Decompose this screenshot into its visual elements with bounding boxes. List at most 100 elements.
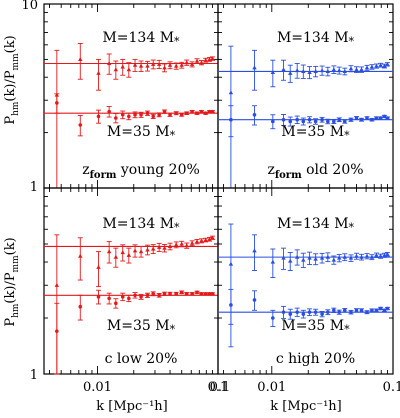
data-point xyxy=(210,56,215,61)
data-point xyxy=(190,109,194,114)
data-point xyxy=(301,257,306,262)
data-point xyxy=(228,261,234,266)
data-point xyxy=(145,111,150,115)
data-point xyxy=(228,90,234,95)
data-point xyxy=(179,62,184,67)
data-point xyxy=(174,242,179,247)
data-point xyxy=(294,254,300,259)
series-m134 xyxy=(44,43,218,189)
data-point xyxy=(370,308,374,313)
data-point xyxy=(174,111,179,115)
data-point xyxy=(281,117,286,122)
data-point xyxy=(179,241,184,246)
data-point xyxy=(349,117,353,122)
data-point xyxy=(385,61,390,66)
series-m134 xyxy=(218,45,393,189)
data-point xyxy=(78,253,83,258)
data-point xyxy=(369,64,375,69)
data-point xyxy=(156,61,162,66)
panel-label: c high 20% xyxy=(276,351,355,367)
data-point xyxy=(127,296,131,301)
data-point xyxy=(348,66,354,71)
data-point xyxy=(337,310,342,314)
data-point xyxy=(301,312,306,316)
data-point xyxy=(78,304,83,309)
data-point xyxy=(132,62,138,67)
data-point xyxy=(138,63,144,68)
data-point xyxy=(139,295,143,299)
data-point xyxy=(364,65,370,70)
data-point xyxy=(295,117,299,122)
data-point xyxy=(189,61,195,66)
data-point xyxy=(120,64,125,69)
series-label: M=134 M* xyxy=(102,216,180,234)
data-point xyxy=(270,69,276,74)
data-point xyxy=(167,244,173,249)
data-point xyxy=(203,57,208,62)
data-point xyxy=(288,312,293,316)
x-tick-label: 0.01 xyxy=(257,380,286,395)
data-point xyxy=(162,245,167,250)
data-point xyxy=(331,67,337,72)
data-point xyxy=(184,111,189,115)
data-point xyxy=(359,308,364,313)
data-point xyxy=(320,117,324,122)
data-point xyxy=(313,256,318,261)
data-point xyxy=(184,291,189,296)
data-point xyxy=(382,63,387,68)
data-point xyxy=(369,254,375,259)
data-point xyxy=(307,310,312,314)
data-point xyxy=(365,116,369,120)
data-point xyxy=(320,312,324,316)
data-point xyxy=(107,109,111,114)
data-point xyxy=(354,67,359,72)
data-point xyxy=(210,235,215,240)
data-point xyxy=(167,62,173,67)
data-point xyxy=(270,259,276,264)
data-point xyxy=(229,303,233,307)
y-tick-label: 1 xyxy=(30,180,38,195)
data-point xyxy=(359,117,364,122)
data-point xyxy=(162,109,167,114)
series-label: M=134 M* xyxy=(277,30,355,48)
data-point xyxy=(114,301,118,306)
data-point xyxy=(252,112,257,117)
data-point xyxy=(385,306,390,311)
data-point xyxy=(195,290,199,295)
data-point xyxy=(313,310,318,314)
data-point xyxy=(288,258,293,263)
data-point xyxy=(307,117,312,122)
data-point xyxy=(337,68,342,73)
data-point xyxy=(138,249,144,254)
data-point xyxy=(354,308,359,313)
data-point xyxy=(378,306,383,311)
data-point xyxy=(113,67,119,72)
data-point xyxy=(96,70,101,75)
data-point xyxy=(145,63,150,68)
data-point xyxy=(120,295,125,299)
data-point xyxy=(78,56,83,61)
data-point xyxy=(370,117,374,122)
data-point xyxy=(252,248,257,253)
data-point xyxy=(271,316,275,320)
data-point xyxy=(313,119,318,124)
data-point xyxy=(133,112,137,117)
panel-bottom-right: 0.1 0.01 0.1 M=134 M* M=35 M* c high 20% xyxy=(210,187,400,395)
data-point xyxy=(151,246,156,251)
data-point xyxy=(126,67,132,72)
data-point xyxy=(96,114,101,119)
data-point xyxy=(179,112,184,117)
y-axis-label-bottom: Phm(k)/Pmm(k) xyxy=(3,237,21,326)
data-point xyxy=(342,254,347,259)
panel-top-left: 1 10 M=134 M* M=35 M* zform young 20% xyxy=(21,0,219,195)
data-point xyxy=(78,123,83,127)
data-point xyxy=(332,308,336,313)
series-m35 xyxy=(44,289,218,375)
data-point xyxy=(374,252,379,257)
data-point xyxy=(342,69,347,74)
data-point xyxy=(174,291,179,296)
data-point xyxy=(55,329,59,333)
series-label: M=134 M* xyxy=(277,216,355,234)
series-m35 xyxy=(44,93,218,137)
